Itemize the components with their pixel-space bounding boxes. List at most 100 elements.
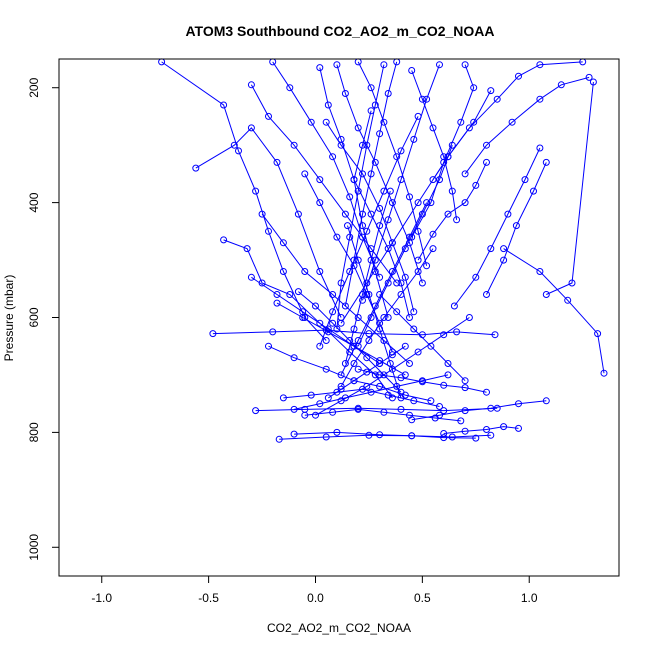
data-point [453,328,461,336]
y-tick-label: 1000 [27,534,41,561]
data-point [384,314,392,321]
series-14 [483,158,550,298]
data-point [600,369,608,377]
data-point [299,308,307,316]
data-point [324,101,332,109]
data-point [493,95,501,103]
series-1 [158,58,330,344]
data-point [337,319,345,327]
series-18 [408,67,461,224]
data-point [388,239,396,247]
data-point [542,291,550,298]
series-line [464,76,590,175]
data-point [406,233,413,241]
data-point [247,81,255,89]
data-point [406,411,413,419]
data-point [354,256,362,264]
data-point [461,170,469,178]
data-point [294,288,302,296]
series-41 [354,365,490,396]
data-point [414,268,422,275]
data-point [440,331,448,339]
data-point [472,273,480,281]
data-point [365,337,373,344]
x-tick-label: 0.5 [414,591,431,605]
data-point [410,135,418,143]
data-point [465,124,473,132]
data-point [290,141,298,149]
series-7 [290,428,480,442]
series-31 [258,210,413,367]
data-point [461,384,469,392]
data-point [341,394,349,402]
data-point [279,394,287,402]
data-point [367,170,375,178]
series-2 [192,124,345,321]
data-point [329,308,337,316]
series-line [319,116,419,347]
data-point [344,222,351,230]
series-line [432,61,583,180]
data-point [365,431,373,439]
data-point [273,291,281,298]
data-point [397,405,405,413]
data-point [431,414,439,422]
data-point [376,371,384,379]
data-point [384,216,392,224]
data-point [406,193,413,201]
data-point [329,153,337,161]
series-line [344,190,391,364]
y-tick-label: 800 [27,422,41,442]
x-tick-label: 1.0 [521,591,538,605]
series-20 [333,61,426,287]
series-line [486,162,547,295]
data-point [265,342,272,350]
data-point [354,337,362,344]
data-point [301,170,309,178]
data-point [376,130,384,138]
data-point [448,433,456,441]
series-22 [316,64,392,321]
data-point [367,256,375,264]
data-point [542,158,550,166]
data-point [483,388,490,396]
data-point [512,222,520,230]
data-point [397,394,405,402]
series-8 [542,78,597,298]
data-point [316,342,324,350]
data-point [487,245,495,253]
data-point [418,378,426,386]
data-point [384,391,392,399]
data-point [500,423,508,431]
data-point [322,118,330,126]
data-point [487,431,495,439]
data-point [401,371,409,379]
data-point [286,291,294,298]
data-point [220,236,228,244]
plot-frame [58,58,620,577]
data-point [316,64,324,72]
data-point [472,434,480,442]
series-line [357,61,428,266]
data-point [279,239,287,247]
data-point [384,245,392,253]
data-point [341,210,349,218]
data-point [235,147,242,155]
data-point [350,262,358,270]
data-point [316,319,324,327]
series-16 [414,158,490,264]
data-point [427,342,435,350]
data-point [393,279,401,287]
data-point [220,101,228,109]
data-point [359,170,366,178]
data-point [359,291,366,298]
data-point [341,90,349,97]
data-point [408,432,416,440]
data-point [472,181,480,189]
data-point [350,377,358,385]
data-point [414,112,422,120]
data-point [247,273,255,281]
data-point [290,405,298,413]
data-point [448,141,456,149]
series-line [362,64,440,301]
